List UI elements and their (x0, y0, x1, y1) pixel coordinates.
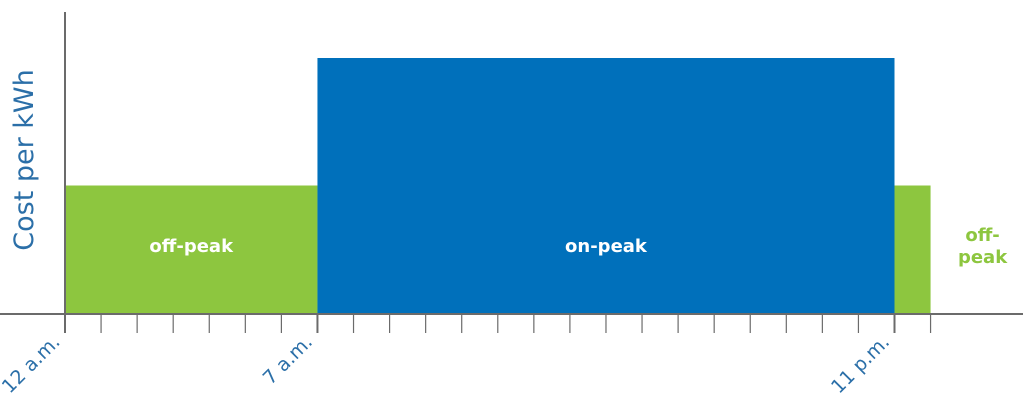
axes-layer (0, 12, 1023, 333)
bar-1 (317, 58, 895, 313)
bar-label-2-1: peak (958, 247, 1008, 268)
bar-label-2-0: off- (965, 225, 999, 246)
tick-label-0: 12 a.m. (0, 331, 65, 398)
y-axis-label: Cost per kWh (9, 69, 40, 251)
ticks-layer (64, 314, 932, 333)
bars-layer (65, 58, 931, 313)
tick-labels-layer: 12 a.m. 7 a.m. 11 p.m. (0, 331, 894, 398)
bar-label-1-0: on-peak (565, 236, 648, 257)
bar-labels-layer: off-peak on-peak off-peak (149, 225, 1008, 268)
tick-label-2: 11 p.m. (827, 331, 894, 398)
bar-0 (65, 185, 318, 313)
bar-2 (894, 185, 931, 313)
tick-label-1: 7 a.m. (259, 331, 317, 389)
bar-label-0-0: off-peak (149, 236, 234, 257)
